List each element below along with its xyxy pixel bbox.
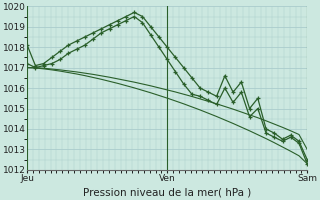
X-axis label: Pression niveau de la mer( hPa ): Pression niveau de la mer( hPa ) xyxy=(83,187,251,197)
